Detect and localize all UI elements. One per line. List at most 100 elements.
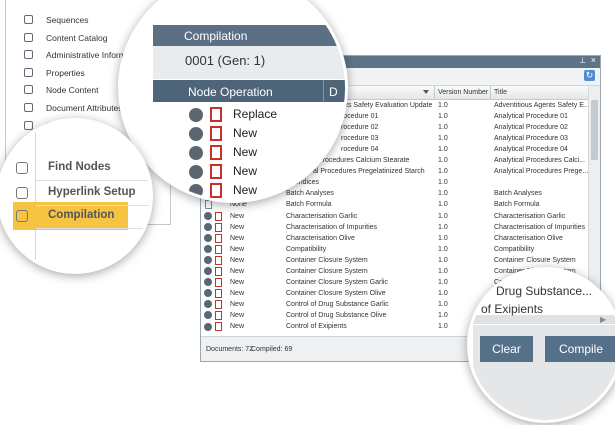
- table-row[interactable]: New Characterisation Olive 1.0 Characterisa…: [201, 233, 588, 244]
- table-row[interactable]: New Control of Exipients 1.0: [201, 321, 588, 332]
- menu-icon: [24, 103, 33, 112]
- magnifier-buttons: ▶ Drug Substance... of Exipients Clear Comp…: [467, 267, 615, 423]
- zoom-pdf-icon: [210, 126, 222, 141]
- version-number: 1.0: [438, 113, 448, 121]
- zoom-menu-item[interactable]: Hyperlink Setup: [48, 186, 136, 198]
- menu-icon: [24, 85, 33, 95]
- zoom-menu-icon: [16, 210, 28, 222]
- table-row[interactable]: None Batch Formula 1.0 Batch Formula: [201, 199, 588, 210]
- table-row[interactable]: New Compatibility 1.0 Compatibility: [201, 244, 588, 255]
- document-title: Analytical Procedure 03: [494, 135, 568, 143]
- menu-icon: [24, 67, 33, 77]
- version-number: 1.0: [438, 311, 448, 319]
- table-row[interactable]: rocedure 03 1.0 Analytical Procedure 03: [201, 133, 588, 144]
- document-name: Container Closure System: [286, 267, 368, 275]
- magnifier-top: Compilation 0001 (Gen: 1) Node Operation…: [118, 0, 348, 203]
- zoom-check-icon: [189, 127, 203, 141]
- table-row[interactable]: rocedure 01 1.0 Analytical Procedure 01: [201, 111, 588, 122]
- check-icon: [204, 311, 212, 320]
- version-number: 1.0: [438, 267, 448, 275]
- menu-item[interactable]: Document Attributes: [46, 103, 123, 113]
- document-name: rocedure 02: [341, 124, 379, 132]
- version-number: 1.0: [438, 245, 448, 253]
- pdf-icon: [215, 288, 222, 298]
- version-number: 1.0: [438, 179, 448, 187]
- document-title: Characterisation of Impurities: [494, 223, 586, 231]
- table-row[interactable]: rocedure 04 1.0 Analytical Procedure 04: [201, 144, 588, 155]
- document-name: Control of Drug Substance Olive: [286, 311, 387, 319]
- zoom-pdf-icon: [210, 183, 222, 198]
- check-icon: [204, 256, 212, 265]
- menu-divider: [35, 123, 36, 271]
- menu-item[interactable]: Properties: [46, 67, 85, 78]
- document-name: ts Safety Evaluation Update: [346, 102, 433, 109]
- document-title: Batch Analyses: [494, 190, 542, 198]
- table-row[interactable]: ts Safety Evaluation Update 1.0 Adventitio…: [201, 100, 590, 111]
- document-name: Batch Formula: [286, 201, 332, 209]
- node-operation: New: [230, 311, 245, 319]
- document-name: Procedures Calcium Stearate: [318, 157, 410, 165]
- check-icon: [204, 267, 212, 276]
- pdf-icon: [215, 255, 222, 265]
- zoom-check-icon: [189, 108, 203, 122]
- document-title: Analytical Procedures Prege...: [494, 168, 589, 176]
- refresh-button[interactable]: ↻: [584, 70, 595, 81]
- scroll-arrow[interactable]: ▶: [600, 315, 607, 324]
- document-name: Characterisation Olive: [286, 234, 355, 242]
- action-button[interactable]: Compile: [545, 336, 615, 362]
- version-number: 1.0: [438, 289, 448, 297]
- menu-icon: [24, 15, 33, 24]
- table-row[interactable]: al Procedures Pregelatinized Starch 1.0 An…: [201, 166, 588, 177]
- zoom-menu-item[interactable]: Find Nodes: [48, 161, 111, 173]
- document-title: Container Closure System: [494, 256, 576, 264]
- zoom-header: [153, 80, 345, 102]
- zoom-generation: 0001 (Gen: 1): [185, 53, 266, 68]
- pdf-icon: [215, 233, 222, 243]
- close-icon[interactable]: ×: [590, 55, 596, 65]
- table-row[interactable]: New Characterisation Garlic 1.0 Characteris…: [201, 211, 588, 222]
- zoom-menu-icon: [16, 162, 28, 174]
- table-row[interactable]: New Container Closure System 1.0 Container …: [201, 255, 588, 266]
- table-row[interactable]: Procedures Calcium Stearate 1.0 Analytical…: [201, 155, 588, 166]
- table-row[interactable]: pendices 1.0: [201, 177, 588, 188]
- document-icon: [205, 200, 212, 210]
- zoom-check-icon: [189, 146, 203, 160]
- column-divider: [490, 86, 491, 99]
- document-name: Control of Drug Substance Garlic: [286, 300, 389, 308]
- zoom-check-icon: [189, 184, 203, 198]
- version-number: 1.0: [438, 323, 448, 330]
- table-row[interactable]: New Characterisation of Impurities 1.0 Char…: [201, 222, 588, 233]
- document-title: Adventitious Agents Safety E...: [494, 102, 590, 109]
- node-operation: New: [230, 278, 245, 286]
- document-name: Characterisation Garlic: [286, 212, 358, 220]
- scroll-thumb[interactable]: [591, 100, 598, 160]
- version-number: 1.0: [438, 278, 448, 286]
- document-name: Container Closure System Garlic: [286, 278, 388, 286]
- version-number: 1.0: [438, 168, 448, 176]
- document-title: Characterisation Olive: [494, 234, 563, 242]
- node-operation: New: [230, 267, 245, 275]
- column-divider: [434, 86, 435, 99]
- zoom-scrollbar: [473, 315, 615, 324]
- node-operation: New: [230, 234, 245, 242]
- node-operation: New: [230, 300, 245, 308]
- zoom-pdf-icon: [210, 107, 222, 122]
- document-name: Container Closure System Olive: [286, 289, 386, 297]
- document-title: Analytical Procedure 04: [494, 146, 568, 154]
- menu-item[interactable]: Sequences: [46, 15, 89, 25]
- zoom-menu-item[interactable]: Compilation: [48, 209, 115, 221]
- table-row[interactable]: rocedure 02 1.0 Analytical Procedure 02: [201, 122, 588, 133]
- document-name: Container Closure System: [286, 256, 368, 264]
- pdf-icon: [215, 244, 222, 254]
- document-name: Batch Analyses: [286, 190, 334, 198]
- zoom-column: D: [329, 85, 338, 99]
- check-icon: [204, 245, 212, 254]
- menu-separator: [36, 205, 150, 206]
- menu-item[interactable]: Content Catalog: [46, 32, 108, 43]
- menu-item[interactable]: Administrative Information: [46, 50, 145, 61]
- pin-icon[interactable]: ⊥: [579, 56, 586, 65]
- magnifier-menu: Find Nodes Hyperlink Setup Compilation: [0, 118, 153, 274]
- node-operation: New: [230, 212, 245, 220]
- action-button[interactable]: Clear: [480, 336, 533, 362]
- menu-item[interactable]: Node Content: [46, 85, 99, 96]
